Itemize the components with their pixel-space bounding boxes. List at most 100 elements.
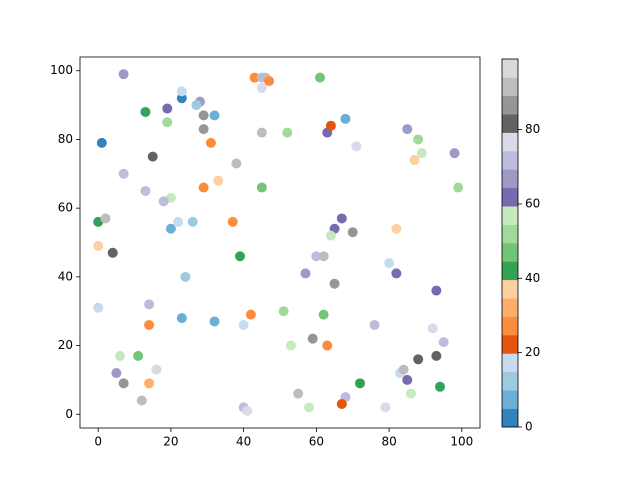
point xyxy=(173,216,184,227)
point xyxy=(449,148,460,159)
colorbar-band xyxy=(502,95,518,115)
point xyxy=(413,354,424,365)
point xyxy=(405,388,416,399)
point xyxy=(256,182,267,193)
point xyxy=(115,350,125,361)
colorbar-tick-label: 80 xyxy=(525,122,540,136)
point xyxy=(249,72,260,83)
point xyxy=(384,258,395,269)
point xyxy=(409,155,420,166)
point xyxy=(256,127,267,138)
colorbar-tick-label: 60 xyxy=(525,196,540,210)
y-tick-label: 80 xyxy=(58,132,73,146)
point xyxy=(282,127,293,138)
point xyxy=(438,337,449,348)
point xyxy=(162,117,173,128)
point xyxy=(329,278,340,289)
point xyxy=(293,388,304,399)
point xyxy=(176,93,187,104)
point xyxy=(315,72,325,83)
colorbar-tick-label: 0 xyxy=(525,420,533,434)
point xyxy=(118,168,129,179)
point xyxy=(191,100,202,111)
point xyxy=(187,216,198,227)
point xyxy=(227,216,238,227)
colorbar-band xyxy=(502,371,518,391)
point xyxy=(147,151,158,162)
point xyxy=(235,251,245,262)
point xyxy=(93,302,104,313)
colorbar-band xyxy=(502,206,518,225)
x-tick-label: 40 xyxy=(236,435,251,449)
point xyxy=(176,313,187,324)
point xyxy=(369,319,380,330)
y-tick-label: 20 xyxy=(58,338,73,352)
point xyxy=(107,247,118,258)
colorbar-band xyxy=(502,132,518,152)
point xyxy=(140,106,151,117)
x-tick-label: 0 xyxy=(94,435,102,449)
point xyxy=(300,268,311,279)
colorbar-band xyxy=(502,59,518,78)
colorbar-band xyxy=(502,408,518,428)
point xyxy=(213,175,224,186)
point xyxy=(264,76,275,87)
colorbar-band xyxy=(502,316,518,336)
point xyxy=(151,364,162,375)
point xyxy=(198,110,209,121)
point xyxy=(391,223,402,234)
point xyxy=(427,323,438,334)
y-tick-label: 60 xyxy=(58,201,73,215)
point xyxy=(355,378,365,389)
x-tick-label: 80 xyxy=(381,435,396,449)
colorbar-band xyxy=(502,390,518,409)
point xyxy=(144,378,155,389)
point xyxy=(133,350,144,361)
point xyxy=(322,340,333,351)
colorbar-band xyxy=(502,353,518,373)
point xyxy=(209,110,220,121)
point xyxy=(402,374,413,385)
point xyxy=(336,398,347,409)
point xyxy=(245,309,256,320)
point xyxy=(431,350,442,361)
x-tick-label: 20 xyxy=(163,435,178,449)
point xyxy=(118,378,129,389)
point xyxy=(285,340,296,351)
point xyxy=(278,306,289,317)
point xyxy=(118,69,129,80)
point xyxy=(209,316,220,327)
colorbar-frame xyxy=(501,58,519,428)
point xyxy=(340,113,351,124)
colorbar-band xyxy=(502,151,518,170)
point xyxy=(136,395,147,406)
colorbar-band xyxy=(502,279,518,299)
colorbar-tick-label: 20 xyxy=(525,345,540,359)
point xyxy=(380,402,391,413)
y-tick-label: 40 xyxy=(58,269,73,283)
point xyxy=(318,309,329,320)
point xyxy=(231,158,242,169)
point xyxy=(351,141,362,152)
point xyxy=(391,268,402,279)
point xyxy=(413,134,424,145)
point xyxy=(325,120,336,131)
point xyxy=(402,124,413,135)
point xyxy=(158,196,169,207)
point xyxy=(111,368,122,379)
point xyxy=(347,227,358,238)
point xyxy=(318,251,329,262)
colorbar-tick-label: 40 xyxy=(525,271,540,285)
point xyxy=(453,182,464,193)
colorbar-band xyxy=(502,224,518,244)
point xyxy=(336,213,347,224)
colorbar-band xyxy=(502,187,518,207)
point xyxy=(93,240,104,251)
point xyxy=(398,364,409,375)
point xyxy=(242,405,253,416)
point xyxy=(176,86,187,97)
point xyxy=(416,148,427,159)
point xyxy=(198,182,209,193)
